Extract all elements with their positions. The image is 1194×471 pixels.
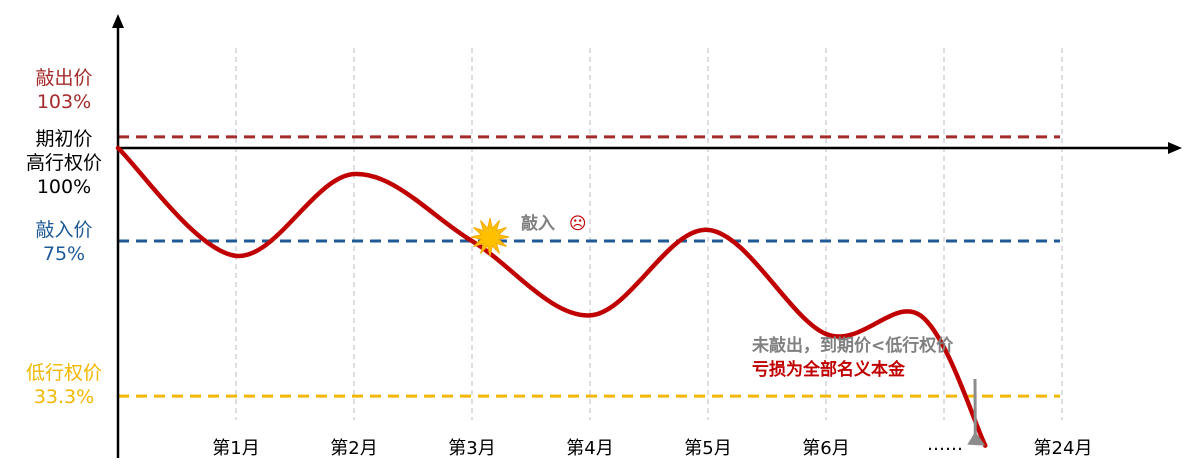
x-tick-3: 第3月: [448, 438, 496, 459]
x-tick-6: 第6月: [802, 438, 850, 459]
x-tick-24: 第24月: [1033, 438, 1093, 459]
knock-in-name: 敲入价: [35, 219, 93, 241]
initial-price-label: 期初价 高行权价 100%: [14, 127, 114, 199]
low-strike-name: 低行权价: [25, 362, 102, 384]
knock-out-value: 103%: [36, 91, 92, 113]
x-tick-2: 第2月: [330, 438, 378, 459]
low-strike-label: 低行权价 33.3%: [14, 361, 114, 409]
knock-out-label: 敲出价 103%: [14, 66, 114, 114]
final-arrow-head-icon: [967, 431, 986, 446]
knock-out-name: 敲出价: [35, 67, 93, 89]
price-path-line: [115, 145, 988, 448]
low-strike-value: 33.3%: [33, 386, 95, 408]
knock-in-burst-icon: [470, 217, 510, 257]
sad-face-icon: ☹: [568, 214, 587, 234]
y-axis-arrow-icon: [112, 14, 124, 28]
x-axis-arrow-icon: [1168, 142, 1182, 154]
x-tick-5: 第5月: [684, 438, 732, 459]
x-tick-4: 第4月: [566, 438, 614, 459]
knock-in-annotation: 敲入 ☹: [521, 209, 587, 234]
initial-price-name: 期初价: [35, 128, 93, 150]
high-strike-name: 高行权价: [25, 152, 102, 174]
x-tick-1: 第1月: [212, 438, 260, 459]
knock-in-value: 75%: [42, 243, 86, 265]
initial-price-value: 100%: [36, 176, 92, 198]
final-note-line2: 亏损为全部名义本金: [752, 360, 905, 380]
final-note-line1: 未敲出，到期价<低行权价: [752, 336, 954, 356]
x-tick-ellipsis: ……: [927, 434, 963, 455]
knock-in-annotation-text: 敲入: [521, 214, 555, 234]
knock-in-label: 敲入价 75%: [14, 218, 114, 266]
